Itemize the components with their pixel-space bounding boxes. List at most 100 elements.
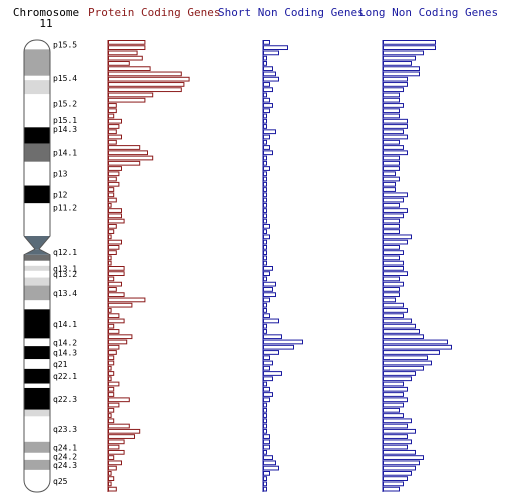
short-noncoding-bars — [263, 40, 303, 492]
long-bar — [383, 61, 412, 66]
ideogram-band — [24, 260, 50, 266]
band-label: q24.2 — [53, 452, 77, 461]
ideogram-band — [24, 452, 50, 460]
ideogram-band — [24, 127, 50, 132]
ideogram-band — [24, 469, 50, 492]
ideogram-band — [24, 277, 50, 286]
ideogram-band — [24, 254, 50, 261]
protein-bar — [108, 350, 117, 355]
protein-bar — [108, 418, 115, 424]
long-bar — [383, 371, 416, 376]
protein-bar — [108, 129, 117, 135]
short-bar — [263, 439, 270, 445]
long-bar — [383, 108, 400, 114]
long-bar — [383, 208, 408, 213]
long-bar — [383, 66, 420, 72]
protein-bar — [108, 407, 115, 413]
ideogram-band — [24, 203, 50, 212]
short-bar — [263, 470, 270, 476]
long-bar — [383, 139, 400, 145]
long-bar — [383, 465, 416, 471]
band-label: q14.3 — [53, 349, 77, 358]
long-bar — [383, 481, 404, 487]
band-label: p15.2 — [53, 99, 77, 108]
long-bar — [383, 187, 396, 192]
protein-bar — [108, 449, 125, 455]
protein-bar — [108, 470, 112, 476]
short-bar — [263, 271, 270, 277]
chromosome-number-label: 11 — [39, 17, 52, 30]
protein-bar — [108, 318, 125, 324]
protein-bar — [108, 176, 117, 182]
short-bar — [263, 292, 276, 298]
long-bar — [383, 171, 396, 177]
ideogram-band — [24, 368, 50, 384]
long-bar — [383, 45, 436, 51]
long-bar — [383, 397, 408, 403]
short-bar — [263, 365, 270, 371]
long-bar — [383, 176, 400, 182]
protein-bar — [108, 187, 115, 192]
ideogram-band — [24, 270, 50, 278]
short-bar — [263, 234, 270, 240]
ideogram-band — [24, 300, 50, 310]
long-bar — [383, 244, 400, 250]
short-bar — [263, 250, 267, 255]
protein-bar — [108, 402, 120, 408]
short-bar — [263, 82, 270, 87]
centromere-lower — [24, 249, 50, 255]
band-label: q13.2 — [53, 270, 77, 279]
short-bar — [263, 87, 273, 93]
short-bar — [263, 92, 267, 98]
long-bar — [383, 428, 416, 434]
protein-bar — [108, 244, 120, 250]
band-label: p15.5 — [53, 41, 77, 50]
long-bar — [383, 181, 396, 187]
short-bar — [263, 97, 270, 103]
long-bar — [383, 92, 400, 98]
long-bar — [383, 260, 404, 266]
protein-bar — [108, 397, 130, 403]
long-noncoding-bars — [383, 40, 452, 492]
short-bar — [263, 423, 267, 429]
short-bar — [263, 444, 270, 450]
protein-bar — [108, 281, 122, 287]
protein-bar — [108, 434, 135, 439]
protein-bar — [108, 460, 122, 466]
short-bar — [263, 108, 270, 114]
band-label: q21 — [53, 360, 68, 369]
protein-bar — [108, 423, 130, 429]
long-bar — [383, 76, 408, 82]
short-bar — [263, 318, 279, 324]
short-bar — [263, 392, 273, 397]
short-bar — [263, 281, 276, 287]
short-bar — [263, 71, 276, 77]
protein-bar — [108, 76, 190, 82]
band-label: q24.1 — [53, 443, 77, 452]
long-bar — [383, 413, 404, 418]
long-bar — [383, 266, 404, 271]
ideogram-band — [24, 265, 50, 271]
protein-bar — [108, 145, 141, 150]
long-bar — [383, 287, 400, 292]
long-bar — [383, 455, 424, 460]
protein-bar — [108, 66, 151, 72]
long-bar — [383, 134, 408, 140]
band-label: q24.3 — [53, 461, 77, 470]
band-label: p15.4 — [53, 74, 77, 83]
ideogram-band — [24, 409, 50, 417]
long-bar — [383, 318, 412, 324]
long-bar — [383, 155, 400, 161]
protein-bar — [108, 202, 112, 208]
protein-bar — [108, 139, 117, 145]
long-bar — [383, 376, 412, 382]
short-bar — [263, 208, 267, 213]
long-bar — [383, 334, 424, 340]
ideogram-band — [24, 112, 50, 128]
band-label: p14.1 — [53, 149, 77, 158]
long-bar — [383, 229, 400, 234]
ideogram-band — [24, 459, 50, 470]
column-axis-lines — [107, 40, 384, 492]
long-bar — [383, 103, 404, 108]
